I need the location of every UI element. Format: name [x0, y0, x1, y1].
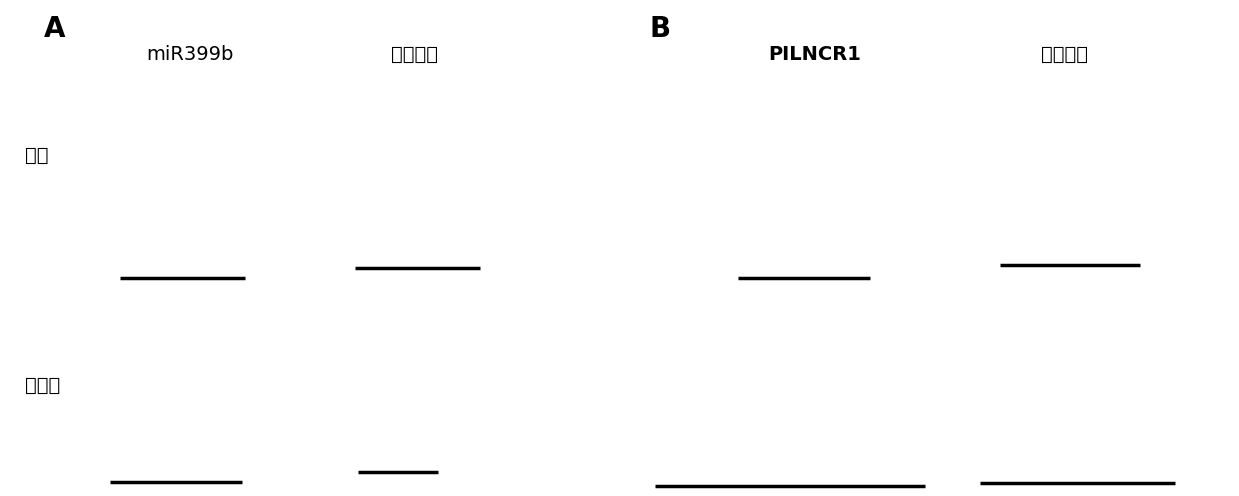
Text: 阴性对照: 阴性对照 [1042, 45, 1089, 64]
Text: miR399b: miR399b [146, 45, 234, 64]
Text: 阴性对照: 阴性对照 [392, 45, 439, 64]
Text: PILNCR1: PILNCR1 [768, 45, 861, 64]
Text: B: B [649, 15, 670, 43]
Text: A: A [45, 15, 66, 43]
Text: 根系: 根系 [25, 145, 48, 165]
Text: 地上部: 地上部 [25, 375, 61, 394]
